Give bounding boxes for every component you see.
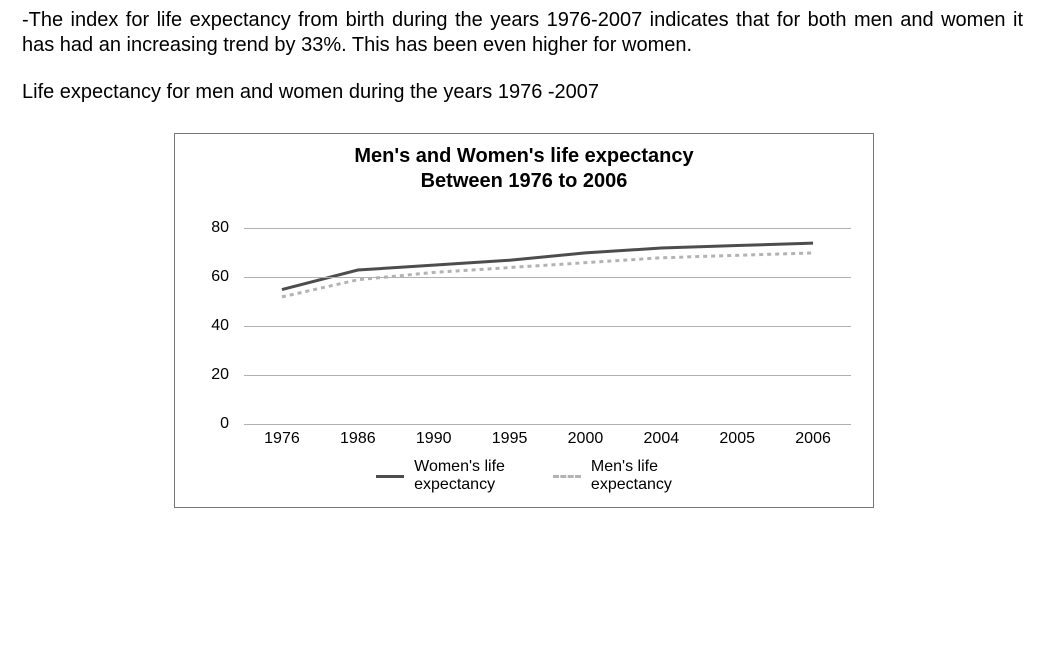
chart-title-line2: Between 1976 to 2006 (219, 169, 829, 194)
legend-label-women: Women's life expectancy (414, 458, 505, 495)
chart-title-line1: Men's and Women's life expectancy (219, 144, 829, 169)
x-tick: 2004 (623, 430, 699, 448)
chart-lines (244, 204, 851, 424)
x-tick: 1986 (320, 430, 396, 448)
chart-title: Men's and Women's life expectancy Betwee… (189, 144, 859, 194)
gridline (244, 375, 851, 376)
legend-label-women-l1: Women's life (414, 458, 505, 476)
y-tick: 40 (211, 317, 229, 335)
y-tick: 0 (220, 415, 229, 433)
gridline (244, 326, 851, 327)
legend-swatch-women (376, 475, 404, 478)
x-tick: 1990 (396, 430, 472, 448)
x-tick: 2005 (699, 430, 775, 448)
y-tick: 80 (211, 219, 229, 237)
legend-item-women: Women's life expectancy (376, 458, 505, 495)
plot-row: 020406080 (189, 204, 859, 424)
gridline (244, 228, 851, 229)
gridline (244, 277, 851, 278)
x-axis: 19761986199019952000200420052006 (244, 430, 851, 448)
legend-label-men-l1: Men's life (591, 458, 672, 476)
chart-caption: Life expectancy for men and women during… (22, 80, 1023, 105)
legend-label-men: Men's life expectancy (591, 458, 672, 495)
legend-label-women-l2: expectancy (414, 476, 505, 494)
legend-swatch-men (553, 475, 581, 478)
x-tick: 2000 (548, 430, 624, 448)
chart-legend: Women's life expectancy Men's life expec… (189, 458, 859, 495)
legend-item-men: Men's life expectancy (553, 458, 672, 495)
series-line (282, 253, 813, 297)
life-expectancy-chart: Men's and Women's life expectancy Betwee… (174, 133, 874, 508)
y-axis: 020406080 (189, 204, 237, 424)
y-tick: 20 (211, 366, 229, 384)
gridline (244, 424, 851, 425)
y-tick: 60 (211, 268, 229, 286)
plot-area (244, 204, 851, 424)
x-tick: 1995 (472, 430, 548, 448)
x-tick: 1976 (244, 430, 320, 448)
intro-paragraph: -The index for life expectancy from birt… (22, 8, 1023, 58)
legend-label-men-l2: expectancy (591, 476, 672, 494)
x-tick: 2006 (775, 430, 851, 448)
